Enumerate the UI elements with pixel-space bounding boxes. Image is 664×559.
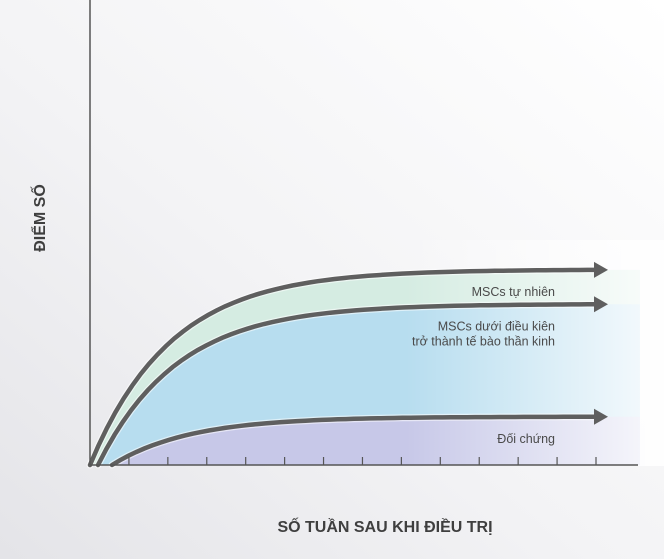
- series-label-2-line-2: trở thành tế bào thần kinh: [412, 334, 555, 348]
- series-curve-1: [87, 267, 599, 468]
- series-arrowhead-1: [594, 261, 608, 278]
- series-curve-3: [109, 414, 599, 468]
- y-axis-title: ĐIỂM SỐ: [29, 184, 49, 252]
- series-label-3-line-1: Đối chứng: [497, 432, 555, 446]
- series-curves: [86, 261, 608, 469]
- series-arrowhead-3: [594, 408, 608, 425]
- axes: [89, 0, 638, 466]
- series-arrowhead-2: [594, 296, 608, 313]
- x-axis-title: SỐ TUẦN SAU KHI ĐIỀU TRỊ: [277, 516, 492, 536]
- series-label-2-line-1: MSCs dưới điều kiên: [438, 319, 555, 333]
- series-label-1-line-1: MSCs tự nhiên: [472, 285, 555, 299]
- series-curve-2: [95, 302, 599, 468]
